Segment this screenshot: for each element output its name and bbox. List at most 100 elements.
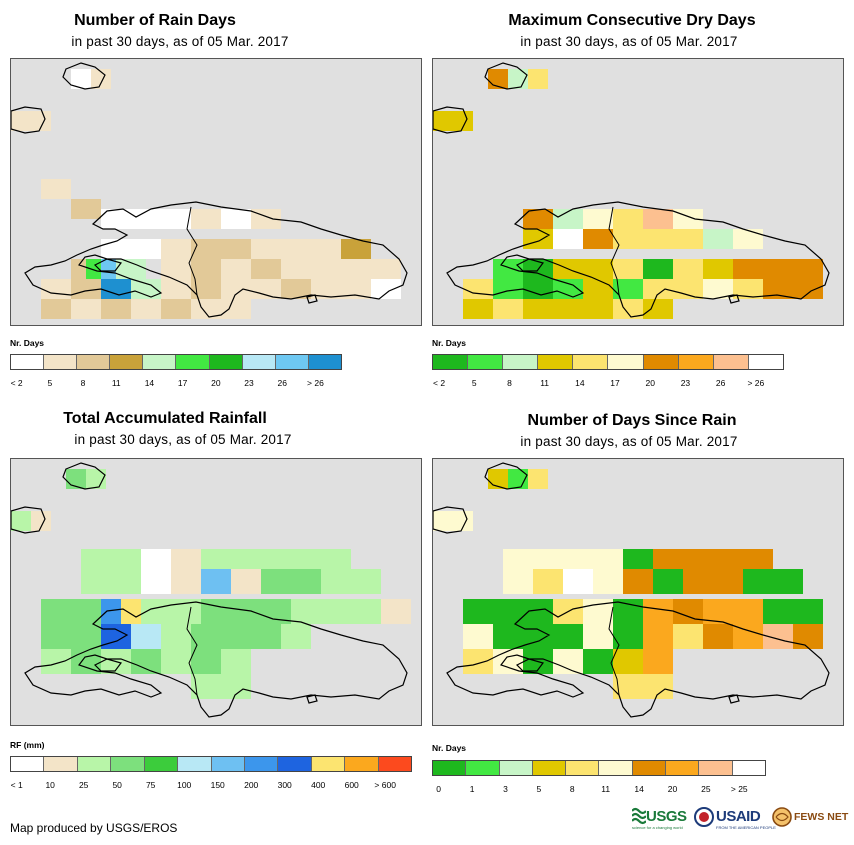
map-grid-cell: [463, 624, 493, 649]
legend-swatch: [748, 355, 783, 369]
map-grid-cell: [141, 569, 171, 594]
panel-title: Maximum Consecutive Dry Days: [508, 12, 756, 29]
legend-swatch: [211, 757, 245, 771]
map-grid-cell: [116, 259, 146, 279]
fewsnet-globe-icon: [772, 807, 792, 827]
legend-label: 8: [507, 378, 512, 388]
legend-swatch: [110, 355, 144, 369]
coastline-feature: [93, 258, 123, 272]
coastline-feature: [93, 658, 123, 672]
map-days-since-rain: [432, 458, 844, 726]
map-grid-cell: [563, 569, 593, 594]
map-grid-cell: [111, 569, 141, 594]
map-grid-cell: [191, 259, 221, 279]
map-grid-cell: [743, 569, 773, 594]
coastline-feature: [515, 658, 545, 672]
map-grid-cell: [463, 299, 493, 319]
map-canvas: [433, 462, 830, 718]
map-grid-cell: [793, 599, 823, 624]
panel-max-dry-days: Maximum Consecutive Dry Days in past 30 …: [430, 12, 844, 412]
panel-total-rainfall: Total Accumulated Rainfall in past 30 da…: [8, 410, 422, 810]
map-grid-cell: [643, 674, 673, 699]
map-grid-cell: [433, 111, 453, 131]
map-grid-cell: [553, 649, 583, 674]
map-grid-cell: [31, 111, 51, 131]
panel-subtitle: in past 30 days, as of 05 Mar. 2017: [71, 34, 289, 49]
map-grid-cell: [11, 111, 31, 131]
legend-label: 20: [667, 784, 678, 794]
country-border: [186, 606, 198, 696]
map-grid-cell: [281, 259, 311, 279]
map-grid-cell: [528, 69, 548, 89]
map-grid-cell: [733, 599, 763, 624]
map-grid-cell: [613, 229, 643, 249]
map-grid-cell: [623, 569, 653, 594]
map-grid-cell: [613, 279, 643, 299]
map-grid-cell: [221, 649, 251, 674]
map-grid-cell: [733, 229, 763, 249]
map-grid-cell: [191, 279, 221, 299]
map-grid-cell: [613, 209, 643, 229]
legend-label: 25: [78, 780, 89, 790]
map-grid-cell: [131, 299, 161, 319]
map-grid-cell: [251, 259, 281, 279]
coastline-feature: [11, 106, 46, 134]
map-grid-cell: [31, 511, 51, 531]
legend-colorbar: [432, 354, 784, 370]
map-grid-cell: [371, 279, 401, 299]
map-grid-cell: [613, 624, 643, 649]
map-grid-cell: [231, 569, 261, 594]
panel-title: Number of Days Since Rain: [527, 412, 737, 429]
panel-subtitle: in past 30 days, as of 05 Mar. 2017: [520, 434, 738, 449]
map-grid-cell: [433, 511, 453, 531]
legend-label: > 26: [747, 378, 765, 388]
legend-label: 23: [680, 378, 691, 388]
legend-swatch: [499, 761, 533, 775]
legend-swatch: [468, 355, 504, 369]
coastline: [24, 601, 408, 718]
coastline-feature: [11, 506, 46, 534]
map-grid-cell: [191, 209, 221, 229]
map-grid-cell: [453, 111, 473, 131]
map-grid-cell: [583, 624, 613, 649]
map-grid-cell: [221, 259, 251, 279]
map-grid-cell: [41, 624, 71, 649]
map-grid-cell: [71, 279, 101, 299]
map-grid-cell: [553, 624, 583, 649]
map-grid-cell: [221, 209, 251, 229]
panel-title: Number of Rain Days: [74, 12, 236, 29]
map-grid-cell: [703, 279, 733, 299]
legend-title: Nr. Days: [432, 743, 467, 753]
map-grid-cell: [101, 239, 131, 259]
map-grid-cell: [583, 259, 613, 279]
legend-label: 8: [80, 378, 86, 388]
legend-label: 0: [436, 784, 442, 794]
map-grid-cell: [733, 259, 763, 279]
legend-swatch: [532, 761, 567, 775]
legend-swatch: [111, 757, 145, 771]
map-grid-cell: [161, 279, 191, 299]
map-grid-cell: [763, 279, 793, 299]
map-grid-cell: [593, 569, 623, 594]
map-grid-cell: [713, 569, 743, 594]
legend-swatch: [176, 355, 210, 369]
coastline: [24, 201, 408, 318]
country-border: [186, 206, 198, 296]
map-grid-cell: [553, 279, 583, 299]
legend-swatch: [209, 355, 243, 369]
map-grid-cell: [493, 649, 523, 674]
map-grid-cell: [251, 624, 281, 649]
map-grid-cell: [613, 599, 643, 624]
map-grid-cell: [493, 624, 523, 649]
map-grid-cell: [733, 624, 763, 649]
map-grid-cell: [131, 279, 161, 299]
map-grid-cell: [281, 279, 311, 299]
map-grid-cell: [261, 569, 291, 594]
map-grid-cell: [613, 259, 643, 279]
legend-swatch: [275, 355, 309, 369]
legend-label: 5: [471, 378, 477, 388]
coastline-feature: [728, 694, 740, 704]
legend-label: 23: [244, 378, 254, 388]
coastline-feature: [306, 294, 318, 304]
legend-swatch: [433, 761, 467, 775]
